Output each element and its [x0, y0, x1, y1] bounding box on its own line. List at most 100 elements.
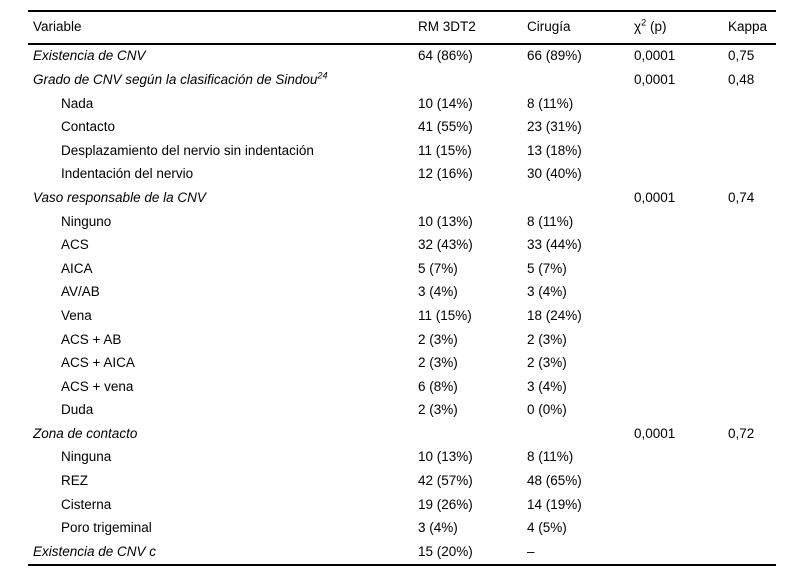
variable-cell: Duda	[28, 399, 418, 423]
variable-label: Indentación del nervio	[61, 166, 194, 182]
chi-square-p-cell	[634, 234, 728, 258]
variable-cell: ACS + AB	[28, 328, 418, 352]
rm3dt2-value-cell: 6 (8%)	[418, 378, 458, 394]
cirugia-value-cell: 8 (11%)	[527, 213, 574, 229]
kappa-value-cell	[728, 210, 776, 234]
kappa-value-cell	[728, 281, 776, 305]
cirugia-value-cell: –	[527, 543, 535, 559]
cirugia-value-cell: 13 (18%)	[527, 142, 582, 158]
cirugia-value-cell: 48 (65%)	[527, 473, 582, 489]
chi-square-p-cell	[634, 92, 728, 116]
cirugia-value-cell: 33 (44%)	[527, 237, 582, 253]
chi-square-p-cell	[634, 517, 728, 541]
variable-cell: Existencia de CNV	[28, 44, 418, 69]
chi-square-p-cell	[634, 281, 728, 305]
variable-label: Vaso responsable de la CNV	[33, 189, 206, 205]
cirugia-value-cell	[527, 187, 634, 211]
rm3dt2-value-cell: 3 (4%)	[418, 520, 458, 536]
kappa-value-cell: 0,74	[728, 189, 755, 205]
kappa-value-cell	[728, 234, 776, 258]
kappa-value-cell	[728, 446, 776, 470]
variable-label: Desplazamiento del nervio sin indentació…	[61, 142, 314, 158]
rm3dt2-value-cell: 19 (26%)	[418, 496, 473, 512]
table-row: Desplazamiento del nervio sin indentació…	[28, 139, 776, 163]
table-body: Existencia de CNV 64 (86%) 66 (89%) 0,00…	[28, 44, 776, 565]
kappa-value-cell	[728, 493, 776, 517]
chi-square-p-cell	[634, 305, 728, 329]
rm3dt2-value-cell: 5 (7%)	[418, 260, 458, 276]
chi-square-p-cell	[634, 446, 728, 470]
variable-label: AICA	[61, 260, 93, 276]
variable-cell: REZ	[28, 470, 418, 494]
kappa-value-cell	[728, 517, 776, 541]
cirugia-value-cell: 2 (3%)	[527, 331, 567, 347]
rm3dt2-value-cell: 11 (15%)	[418, 307, 472, 323]
variable-label: Nada	[61, 95, 94, 111]
variable-label: REZ	[61, 473, 88, 489]
variable-cell: Indentación del nervio	[28, 163, 418, 187]
variable-cell: Ninguna	[28, 446, 418, 470]
kappa-value-cell	[728, 470, 776, 494]
rm3dt2-value-cell: 42 (57%)	[418, 473, 473, 489]
variable-superscript: 24	[317, 70, 328, 81]
kappa-value-cell	[728, 92, 776, 116]
table-row: Existencia de CNV 64 (86%) 66 (89%) 0,00…	[28, 44, 776, 69]
rm3dt2-value-cell: 10 (13%)	[418, 213, 473, 229]
cirugia-value-cell	[527, 423, 634, 447]
variable-cell: Contacto	[28, 116, 418, 140]
chi-p-label: (p)	[646, 19, 667, 35]
rm3dt2-value-cell: 10 (13%)	[418, 449, 473, 465]
variable-label: Poro trigeminal	[61, 520, 152, 536]
kappa-value-cell	[728, 116, 776, 140]
results-table-container: Variable RM 3DT2 Cirugía χ2 (p) Kappa Ex…	[28, 10, 776, 567]
cirugia-value-cell: 0 (0%)	[527, 402, 567, 418]
rm3dt2-value-cell: 12 (16%)	[418, 166, 473, 182]
variable-label: ACS + AICA	[61, 355, 135, 371]
chi-square-p-cell: 0,0001	[634, 425, 676, 441]
variable-cell: AICA	[28, 257, 418, 281]
rm3dt2-value-cell: 2 (3%)	[418, 355, 458, 371]
chi-symbol: χ	[634, 19, 642, 35]
chi-square-p-cell	[634, 375, 728, 399]
variable-label: Cisterna	[61, 496, 112, 512]
cirugia-value-cell: 3 (4%)	[527, 284, 567, 300]
variable-cell: Existencia de CNV c	[28, 540, 418, 565]
variable-cell: Poro trigeminal	[28, 517, 418, 541]
variable-cell: Desplazamiento del nervio sin indentació…	[28, 139, 418, 163]
table-row: Ninguno 10 (13%) 8 (11%)	[28, 210, 776, 234]
cirugia-value-cell	[527, 69, 634, 93]
chi-superscript: 2	[641, 17, 647, 28]
table-row: Vena 11 (15%) 18 (24%)	[28, 305, 776, 329]
chi-square-p-cell: 0,0001	[634, 189, 676, 205]
rm3dt2-value-cell: 11 (15%)	[418, 142, 472, 158]
table-row: REZ 42 (57%) 48 (65%)	[28, 470, 776, 494]
table-row: Existencia de CNV c 15 (20%) –	[28, 540, 776, 565]
variable-label: ACS + AB	[61, 331, 122, 347]
variable-label: Duda	[61, 402, 94, 418]
variable-cell: Nada	[28, 92, 418, 116]
rm3dt2-value-cell: 15 (20%)	[418, 543, 473, 559]
kappa-value-cell	[728, 257, 776, 281]
column-header-cirugia: Cirugía	[527, 11, 634, 45]
table-row: AV/AB 3 (4%) 3 (4%)	[28, 281, 776, 305]
cirugia-value-cell: 14 (19%)	[527, 496, 582, 512]
table-row: Contacto 41 (55%) 23 (31%)	[28, 116, 776, 140]
chi-square-p-cell	[634, 139, 728, 163]
rm3dt2-value-cell: 2 (3%)	[418, 331, 458, 347]
column-header-kappa: Kappa	[728, 11, 776, 45]
table-row: ACS + AICA 2 (3%) 2 (3%)	[28, 352, 776, 376]
cirugia-value-cell: 8 (11%)	[527, 449, 574, 465]
results-table: Variable RM 3DT2 Cirugía χ2 (p) Kappa Ex…	[28, 10, 776, 567]
variable-label: Zona de contacto	[33, 425, 138, 441]
chi-square-p-cell: 0,0001	[634, 48, 676, 64]
variable-cell: ACS	[28, 234, 418, 258]
chi-square-p-cell	[634, 399, 728, 423]
table-row: Nada 10 (14%) 8 (11%)	[28, 92, 776, 116]
variable-cell: AV/AB	[28, 281, 418, 305]
rm3dt2-value-cell: 3 (4%)	[418, 284, 458, 300]
table-row: Grado de CNV según la clasificación de S…	[28, 69, 776, 93]
chi-square-p-cell	[634, 116, 728, 140]
table-header: Variable RM 3DT2 Cirugía χ2 (p) Kappa	[28, 11, 776, 45]
table-row: ACS + AB 2 (3%) 2 (3%)	[28, 328, 776, 352]
